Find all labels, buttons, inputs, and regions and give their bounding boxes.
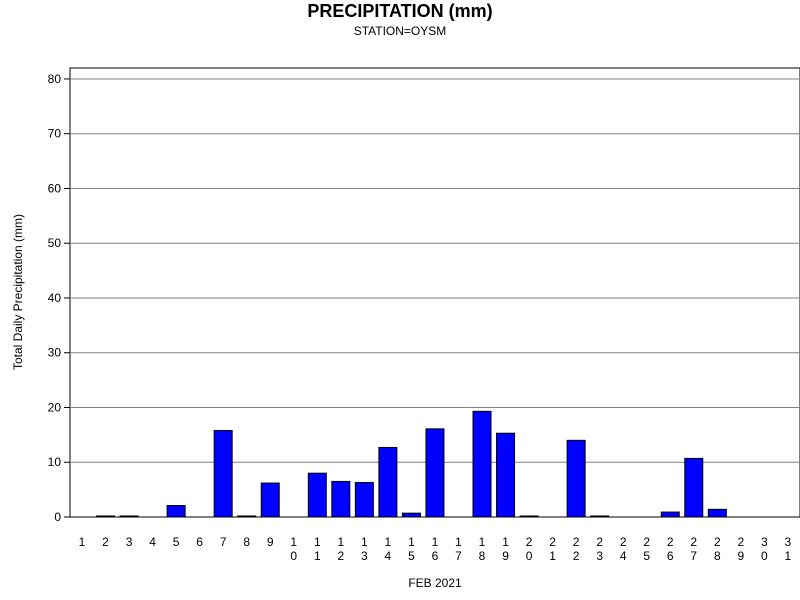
bar (660, 511, 680, 518)
chart-subtitle: STATION=OYSM (353, 24, 447, 38)
y-tick-label: 40 (48, 291, 62, 305)
bar (707, 508, 727, 518)
chart-title: PRECIPITATION (mm) (307, 1, 493, 21)
bar (566, 439, 586, 518)
bar (166, 505, 186, 518)
x-tick-label: 3 (126, 535, 133, 549)
bar (425, 428, 445, 518)
grid-lines (70, 78, 800, 463)
x-tick-label: 9 (267, 535, 274, 549)
x-tick-label: 7 (220, 535, 227, 549)
bar (354, 482, 374, 518)
bar (237, 515, 257, 518)
bar (519, 515, 539, 518)
y-tick-label: 10 (48, 455, 62, 469)
bar-series (96, 410, 727, 518)
y-tick-label: 0 (54, 510, 61, 524)
bar (401, 512, 421, 518)
x-tick-label: 2 (102, 535, 109, 549)
bar (472, 410, 492, 518)
x-axis-label: FEB 2021 (408, 576, 462, 590)
bar (96, 515, 116, 518)
bar (378, 446, 398, 518)
bar (260, 482, 280, 518)
x-tick-label: 6 (196, 535, 203, 549)
y-tick-label: 20 (48, 400, 62, 414)
x-tick-label: 1 (79, 535, 86, 549)
y-tick-label: 50 (48, 236, 62, 250)
x-tick-label: 5 (173, 535, 180, 549)
bar (331, 480, 351, 518)
bar (213, 429, 233, 518)
bar (496, 432, 516, 518)
y-axis-ticks: 0 10 20 30 40 50 60 70 80 (48, 72, 70, 524)
bar (119, 515, 139, 518)
bar (590, 515, 610, 518)
bar (307, 472, 327, 518)
x-tick-label: 8 (243, 535, 250, 549)
y-tick-label: 70 (48, 127, 62, 141)
x-axis-ticks: 1 2 3 4 5 6 7 8 9 1 01 11 21 31 41 51 61 71 81 92 02 12 22 32 42… (79, 535, 792, 563)
y-axis-label: Total Daily Precipitation (mm) (11, 214, 25, 370)
y-tick-label: 80 (48, 72, 62, 86)
x-tick-label: 4 (149, 535, 156, 549)
y-tick-label: 30 (48, 346, 62, 360)
y-tick-label: 60 (48, 181, 62, 195)
bar (684, 457, 704, 518)
